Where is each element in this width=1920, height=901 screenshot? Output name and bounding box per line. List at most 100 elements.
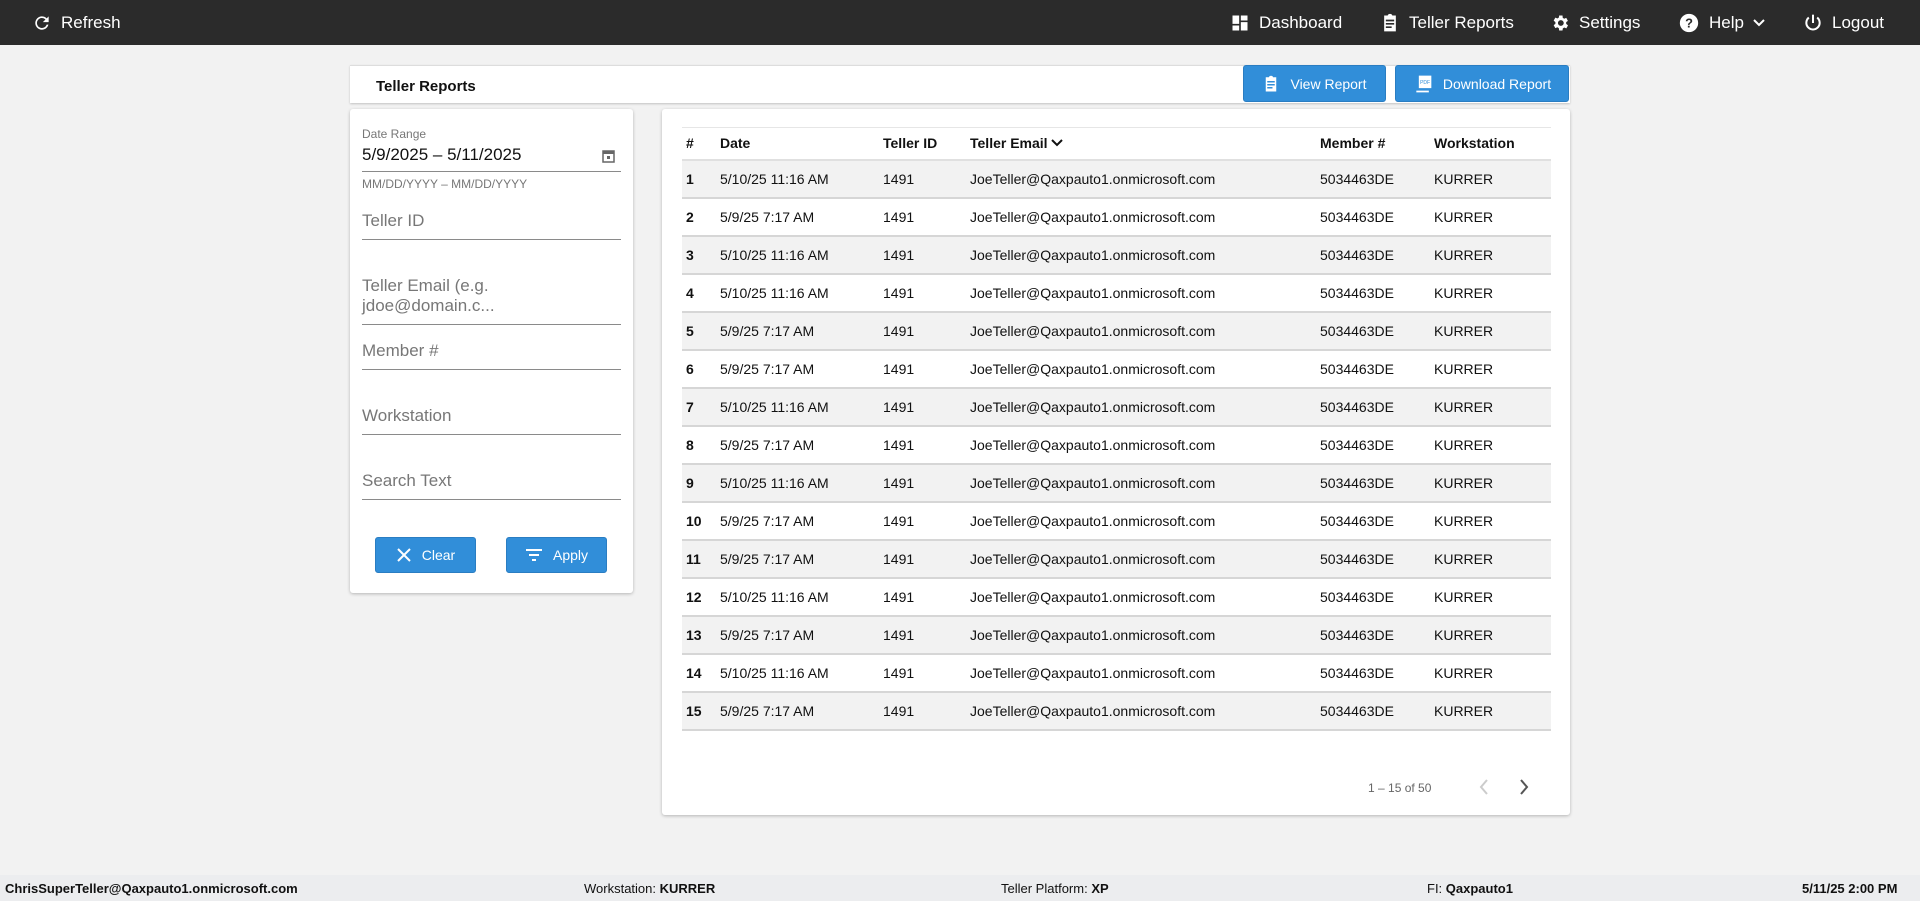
date-range-input[interactable]: 5/9/2025 – 5/11/2025 [362,145,621,172]
table-row[interactable]: 1 5/10/25 11:16 AM 1491 JoeTeller@Qaxpauto1… [682,159,1551,199]
col-number[interactable]: # [682,127,720,161]
date-format-hint: MM/DD/YYYY – MM/DD/YYYY [362,177,528,191]
refresh-button[interactable]: Refresh [32,0,121,45]
footer-workstation: Workstation: KURRER [584,881,715,896]
view-report-button[interactable]: View Report [1243,65,1386,102]
apply-button[interactable]: Apply [506,537,607,573]
filter-panel: Date Range 5/9/2025 – 5/11/2025 MM/DD/YY… [350,109,633,593]
cell-number: 15 [682,691,720,731]
cell-teller-id: 1491 [883,691,970,731]
clear-button[interactable]: Clear [375,537,476,573]
cell-member: 5034463DE [1320,311,1434,351]
cell-date: 5/9/25 7:17 AM [720,197,883,237]
cell-workstation: KURRER [1434,577,1551,617]
svg-text:PDF: PDF [1420,80,1430,86]
cell-member: 5034463DE [1320,539,1434,579]
workstation-input[interactable]: Workstation [362,406,621,435]
clear-label: Clear [421,547,456,563]
cell-date: 5/10/25 11:16 AM [720,463,883,503]
cell-date: 5/9/25 7:17 AM [720,425,883,465]
footer-user: ChrisSuperTeller@Qaxpauto1.onmicrosoft.c… [5,881,298,896]
pagination-range: 1 – 15 of 50 [1368,781,1432,795]
cell-workstation: KURRER [1434,691,1551,731]
cell-teller-email: JoeTeller@Qaxpauto1.onmicrosoft.com [970,577,1320,617]
download-report-label: Download Report [1442,75,1552,92]
prev-page-icon[interactable] [1478,778,1490,796]
table-row[interactable]: 7 5/10/25 11:16 AM 1491 JoeTeller@Qaxpauto1… [682,387,1551,427]
cell-teller-id: 1491 [883,273,970,313]
table-row[interactable]: 12 5/10/25 11:16 AM 1491 JoeTeller@Qaxpauto… [682,577,1551,617]
page-header: Teller Reports [350,65,1570,103]
cell-teller-email: JoeTeller@Qaxpauto1.onmicrosoft.com [970,349,1320,389]
table-row[interactable]: 9 5/10/25 11:16 AM 1491 JoeTeller@Qaxpauto1… [682,463,1551,503]
cell-date: 5/10/25 11:16 AM [720,273,883,313]
nav-dashboard[interactable]: Dashboard [1230,0,1342,45]
cell-workstation: KURRER [1434,653,1551,693]
table-row[interactable]: 11 5/9/25 7:17 AM 1491 JoeTeller@Qaxpauto1.… [682,539,1551,579]
cell-workstation: KURRER [1434,273,1551,313]
cell-teller-email: JoeTeller@Qaxpauto1.onmicrosoft.com [970,539,1320,579]
col-workstation[interactable]: Workstation [1434,127,1551,161]
nav-teller-reports[interactable]: Teller Reports [1380,0,1514,45]
cell-member: 5034463DE [1320,653,1434,693]
table-row[interactable]: 8 5/9/25 7:17 AM 1491 JoeTeller@Qaxpauto1.o… [682,425,1551,465]
cell-member: 5034463DE [1320,387,1434,427]
cell-workstation: KURRER [1434,539,1551,579]
table-row[interactable]: 14 5/10/25 11:16 AM 1491 JoeTeller@Qaxpauto… [682,653,1551,693]
cell-date: 5/9/25 7:17 AM [720,349,883,389]
footer-datetime: 5/11/25 2:00 PM [1802,881,1898,896]
nav-logout-label: Logout [1832,12,1884,32]
col-teller-id[interactable]: Teller ID [883,127,970,161]
svg-text:?: ? [1685,15,1693,30]
col-member[interactable]: Member # [1320,127,1434,161]
cell-teller-email: JoeTeller@Qaxpauto1.onmicrosoft.com [970,387,1320,427]
cell-teller-id: 1491 [883,349,970,389]
table-row[interactable]: 15 5/9/25 7:17 AM 1491 JoeTeller@Qaxpauto1.… [682,691,1551,731]
download-report-button[interactable]: PDF Download Report [1395,65,1569,102]
cell-date: 5/10/25 11:16 AM [720,577,883,617]
cell-number: 6 [682,349,720,389]
cell-teller-email: JoeTeller@Qaxpauto1.onmicrosoft.com [970,273,1320,313]
cell-teller-id: 1491 [883,539,970,579]
cell-number: 7 [682,387,720,427]
table-row[interactable]: 10 5/9/25 7:17 AM 1491 JoeTeller@Qaxpauto1.… [682,501,1551,541]
table-header-row: # Date Teller ID Teller Email Member # W… [682,127,1551,161]
cell-teller-id: 1491 [883,577,970,617]
page-title: Teller Reports [376,78,476,95]
help-icon: ? [1679,13,1699,32]
member-input[interactable]: Member # [362,341,621,370]
table-row[interactable]: 2 5/9/25 7:17 AM 1491 JoeTeller@Qaxpauto1.o… [682,197,1551,237]
table-row[interactable]: 6 5/9/25 7:17 AM 1491 JoeTeller@Qaxpauto1.o… [682,349,1551,389]
search-text-input[interactable]: Search Text [362,471,621,500]
table-row[interactable]: 3 5/10/25 11:16 AM 1491 JoeTeller@Qaxpauto1… [682,235,1551,275]
cell-teller-email: JoeTeller@Qaxpauto1.onmicrosoft.com [970,653,1320,693]
cell-teller-email: JoeTeller@Qaxpauto1.onmicrosoft.com [970,311,1320,351]
cell-number: 4 [682,273,720,313]
calendar-icon[interactable] [602,149,615,163]
table-row[interactable]: 4 5/10/25 11:16 AM 1491 JoeTeller@Qaxpauto1… [682,273,1551,313]
nav-help[interactable]: ? Help [1678,0,1765,45]
teller-email-input[interactable]: Teller Email (e.g. jdoe@domain.c... [362,276,621,325]
table-row[interactable]: 13 5/9/25 7:17 AM 1491 JoeTeller@Qaxpauto1.… [682,615,1551,655]
cell-workstation: KURRER [1434,159,1551,199]
footer-platform-label: Teller Platform: [1001,881,1092,896]
nav-settings[interactable]: Settings [1550,0,1640,45]
table-row[interactable]: 5 5/9/25 7:17 AM 1491 JoeTeller@Qaxpauto1.o… [682,311,1551,351]
cell-teller-email: JoeTeller@Qaxpauto1.onmicrosoft.com [970,501,1320,541]
next-page-icon[interactable] [1518,778,1530,796]
cell-teller-email: JoeTeller@Qaxpauto1.onmicrosoft.com [970,425,1320,465]
col-date[interactable]: Date [720,127,883,161]
teller-id-input[interactable]: Teller ID [362,211,621,240]
cell-workstation: KURRER [1434,501,1551,541]
cell-teller-email: JoeTeller@Qaxpauto1.onmicrosoft.com [970,235,1320,275]
nav-logout[interactable]: Logout [1803,0,1884,45]
cell-workstation: KURRER [1434,197,1551,237]
col-teller-email[interactable]: Teller Email [970,127,1320,161]
clipboard-icon [1266,75,1277,91]
cell-teller-id: 1491 [883,159,970,199]
cell-date: 5/10/25 11:16 AM [720,235,883,275]
footer-platform-value: XP [1091,881,1109,896]
cell-number: 12 [682,577,720,617]
report-table-card: # Date Teller ID Teller Email Member # W… [662,109,1570,815]
cell-number: 14 [682,653,720,693]
